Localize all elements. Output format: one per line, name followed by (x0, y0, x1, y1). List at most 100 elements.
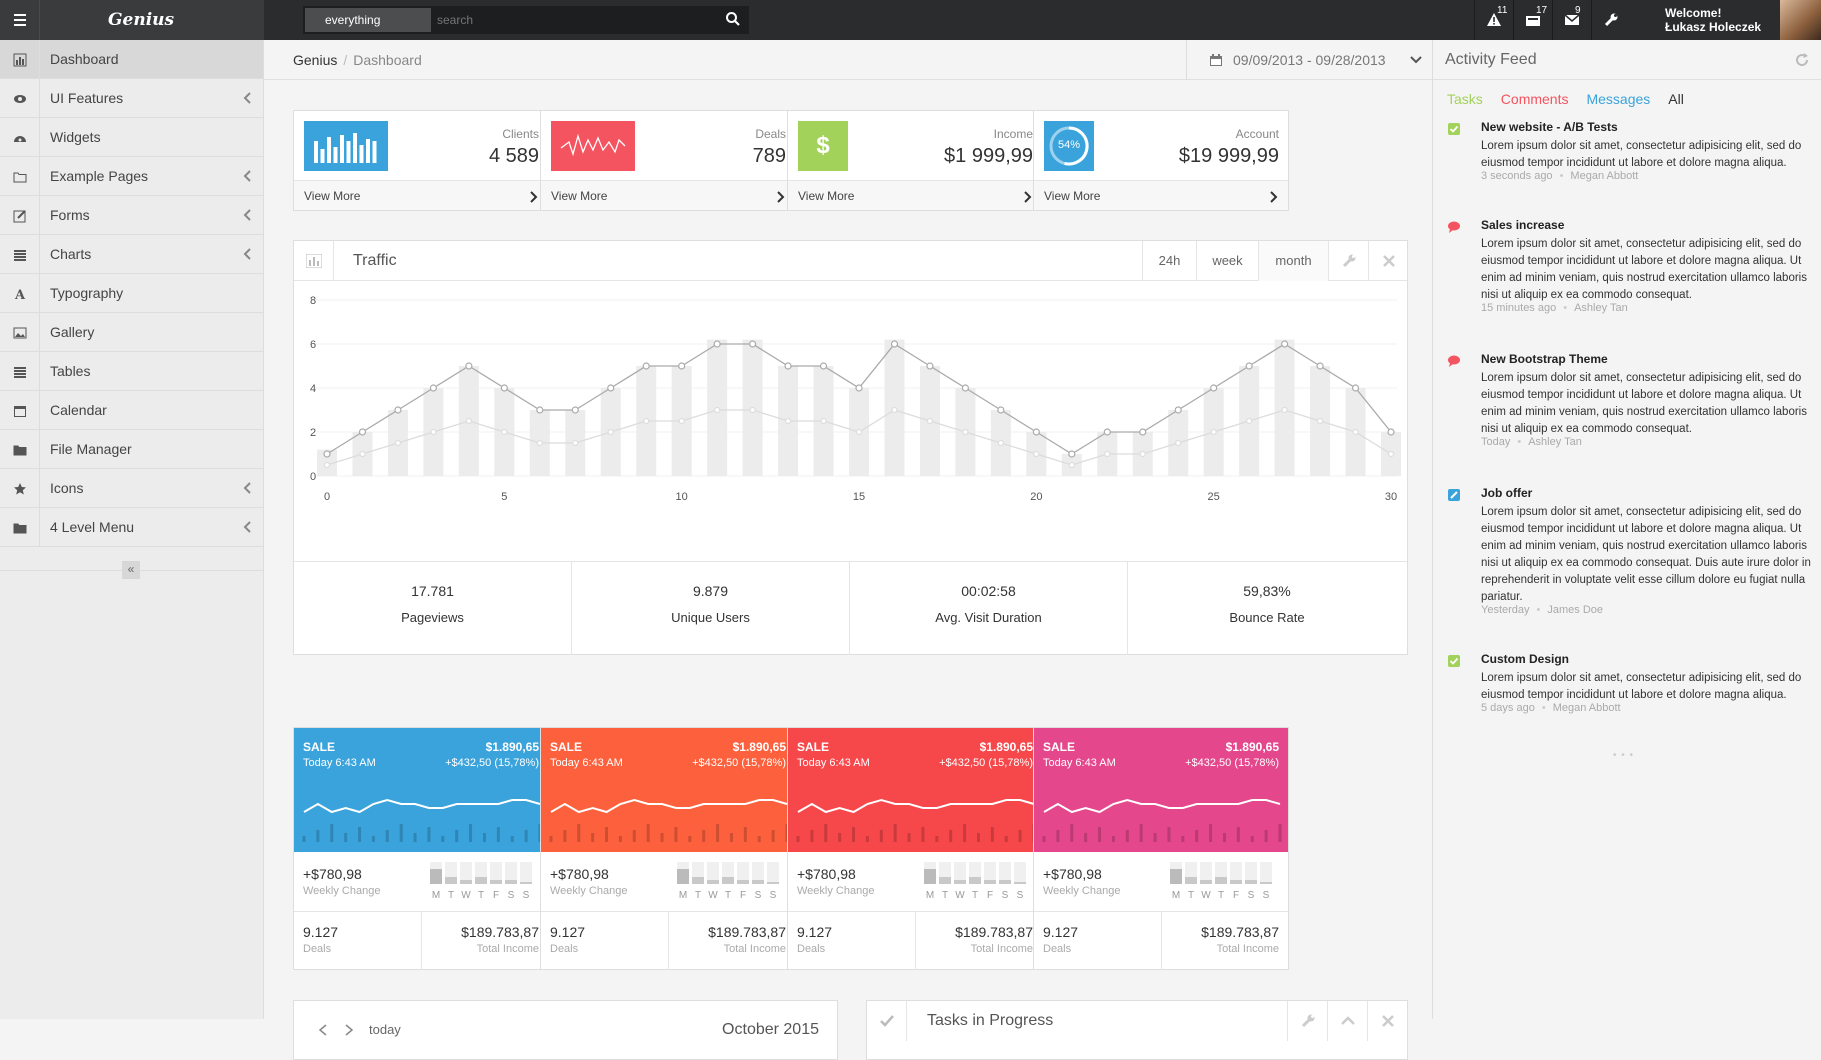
feed-more-indicator[interactable]: • • • (1613, 750, 1635, 761)
traffic-point (1246, 417, 1253, 425)
panel-close-button[interactable] (1368, 241, 1408, 281)
chevron-right-icon[interactable] (344, 1024, 354, 1036)
weekday-label: S (1247, 890, 1255, 901)
sale-card: SALE $1.890,65 Today 6:43 AM +$432,50 (15,7… (540, 727, 796, 970)
settings-button[interactable] (1591, 0, 1629, 40)
deals-value: 9.127 (797, 924, 833, 940)
chevron-down-icon (1410, 56, 1422, 64)
alerts-button[interactable]: 11 (1474, 0, 1512, 40)
traffic-chart-svg: 0 2 4 6 8 0 5 10 15 20 25 30 (310, 295, 1401, 503)
traffic-point (1032, 428, 1040, 436)
traffic-point (1387, 450, 1395, 458)
sale-time: Today 6:43 AM (550, 757, 623, 769)
sidebar-item-ui-features[interactable]: UI Features (0, 79, 263, 118)
weekday-bar-fill (1215, 877, 1227, 884)
refresh-icon[interactable] (1795, 53, 1809, 67)
weekday-label: W (955, 890, 965, 901)
view-more-link[interactable]: View More (788, 180, 1042, 210)
view-more-label: View More (1044, 189, 1101, 203)
meta-dot: • (1563, 302, 1568, 314)
breadcrumb-root[interactable]: Genius (293, 52, 338, 68)
weekday-bar (999, 862, 1011, 884)
sidebar-item-label: Icons (50, 480, 84, 496)
deals-box: 9.127 Deals (541, 912, 669, 970)
weekday-bar-fill (1260, 881, 1272, 884)
sidebar-item-dashboard[interactable]: Dashboard (0, 40, 263, 79)
traffic-point (1352, 428, 1359, 436)
sidebar-item-forms[interactable]: Forms (0, 196, 263, 235)
image-icon (13, 327, 27, 339)
sidebar-item-typography[interactable]: A Typography (0, 274, 263, 313)
weekday-label: F (739, 890, 747, 901)
spark-bar (1111, 836, 1115, 842)
sale-sparkline (796, 798, 1036, 842)
sidebar-item-example-pages[interactable]: Example Pages (0, 157, 263, 196)
close-icon (1382, 1015, 1394, 1027)
calendar-month-title: October 2015 (722, 1021, 819, 1038)
avatar[interactable] (1780, 0, 1821, 40)
spark-bar (344, 833, 348, 842)
feed-tab-messages[interactable]: Messages (1586, 91, 1651, 107)
panel-settings-button[interactable] (1328, 241, 1368, 281)
spark-bar (729, 833, 733, 842)
range-week-button[interactable]: week (1196, 241, 1258, 281)
weekday-bar-fill (1185, 877, 1197, 884)
metric-label: Bounce Rate (1229, 610, 1305, 625)
traffic-point (713, 340, 721, 348)
traffic-point (997, 439, 1004, 447)
weekday-bar (475, 862, 487, 884)
sidebar-item-label: Tables (50, 363, 91, 379)
weekday-bar-fill (445, 877, 457, 884)
sidebar-item-tables[interactable]: Tables (0, 352, 263, 391)
traffic-metrics: 17.781 Pageviews 9.879 Unique Users 00:02:… (294, 561, 1407, 655)
sale-weekly: +$780,98 Weekly Change M T W T F S S (541, 852, 795, 912)
sale-title: SALE (797, 740, 830, 754)
tasks-settings-button[interactable] (1287, 1001, 1327, 1041)
menu-toggle-button[interactable] (0, 0, 40, 40)
feed-item-body: Lorem ipsum dolor sit amet, consectetur … (1481, 506, 1811, 603)
sidebar-item-file-manager[interactable]: File Manager (0, 430, 263, 469)
range-month-button[interactable]: month (1258, 241, 1328, 281)
spark-bar (1004, 836, 1008, 842)
feed-tab-comments[interactable]: Comments (1500, 91, 1569, 107)
chevron-left-icon[interactable] (318, 1024, 328, 1036)
weekly-change-value: +$780,98 (1043, 866, 1102, 882)
user-welcome[interactable]: Welcome! Łukasz Holeczek (1665, 6, 1761, 34)
sidebar-item-4-level-menu[interactable]: 4 Level Menu (0, 508, 263, 547)
spark-bar (1278, 824, 1282, 842)
sidebar-item-calendar[interactable]: Calendar (0, 391, 263, 430)
feed-item-author: Megan Abbott (1552, 702, 1621, 714)
weekday-bar (505, 862, 517, 884)
feed-item-title: Job offer (1481, 486, 1533, 500)
sale-sparkline (1042, 798, 1282, 842)
view-more-link[interactable]: View More (294, 180, 548, 210)
chevron-right-icon (1270, 191, 1278, 203)
sidebar-item-gallery[interactable]: Gallery (0, 313, 263, 352)
weekday-bar (954, 862, 966, 884)
feed-item-author: Ashley Tan (1528, 436, 1582, 448)
spark-bar (757, 836, 761, 842)
sidebar-item-widgets[interactable]: Widgets (0, 118, 263, 157)
tasks-collapse-button[interactable] (1327, 1001, 1367, 1041)
app-logo[interactable]: Genius (108, 10, 175, 30)
view-more-link[interactable]: View More (1034, 180, 1288, 210)
calendar-today-button[interactable]: today (369, 1022, 401, 1037)
range-24h-button[interactable]: 24h (1142, 241, 1196, 281)
sidebar-item-charts[interactable]: Charts (0, 235, 263, 274)
traffic-point (642, 362, 650, 370)
search-scope-select[interactable]: everything (305, 8, 431, 32)
messages-button[interactable]: 9 (1552, 0, 1590, 40)
search-icon[interactable] (725, 11, 741, 27)
feed-tab-tasks[interactable]: Tasks (1447, 91, 1483, 107)
date-range-picker[interactable]: 09/09/2013 - 09/28/2013 (1186, 40, 1432, 80)
chevron-left-icon (243, 521, 251, 533)
inbox-button[interactable]: 17 (1513, 0, 1551, 40)
feed-tab-all[interactable]: All (1668, 91, 1684, 107)
view-more-link[interactable]: View More (541, 180, 795, 210)
traffic-point (394, 439, 402, 447)
sidebar-collapse-button[interactable]: « (122, 561, 140, 579)
tasks-close-button[interactable] (1367, 1001, 1407, 1041)
sidebar-item-label: 4 Level Menu (50, 519, 135, 535)
sidebar-item-icons[interactable]: Icons (0, 469, 263, 508)
search-input[interactable] (437, 8, 707, 32)
